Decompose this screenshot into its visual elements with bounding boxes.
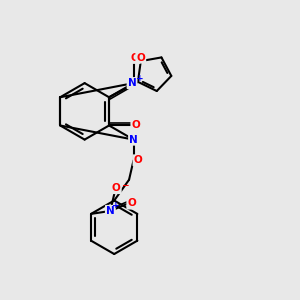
Text: O: O bbox=[134, 155, 142, 165]
Text: O: O bbox=[130, 53, 140, 63]
Text: N: N bbox=[129, 135, 138, 145]
Text: +: + bbox=[136, 74, 144, 83]
Text: −: − bbox=[121, 181, 128, 190]
Text: −: − bbox=[138, 50, 146, 59]
Text: O: O bbox=[112, 183, 121, 193]
Text: N: N bbox=[106, 206, 115, 216]
Text: O: O bbox=[128, 199, 136, 208]
Text: O: O bbox=[131, 121, 140, 130]
Text: +: + bbox=[112, 201, 119, 210]
Text: N: N bbox=[128, 78, 136, 88]
Text: O: O bbox=[136, 52, 145, 62]
